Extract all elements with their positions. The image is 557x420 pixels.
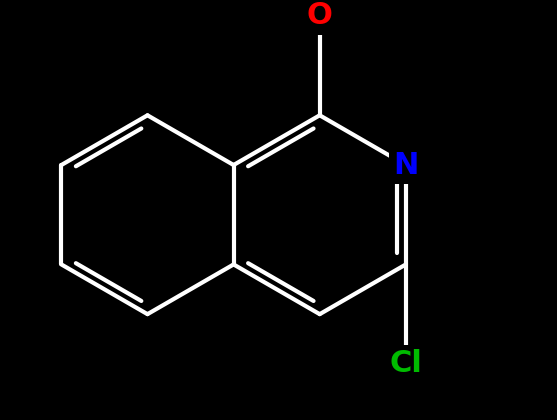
Text: O: O <box>307 1 333 30</box>
Text: Cl: Cl <box>389 349 422 378</box>
Text: N: N <box>393 150 418 179</box>
